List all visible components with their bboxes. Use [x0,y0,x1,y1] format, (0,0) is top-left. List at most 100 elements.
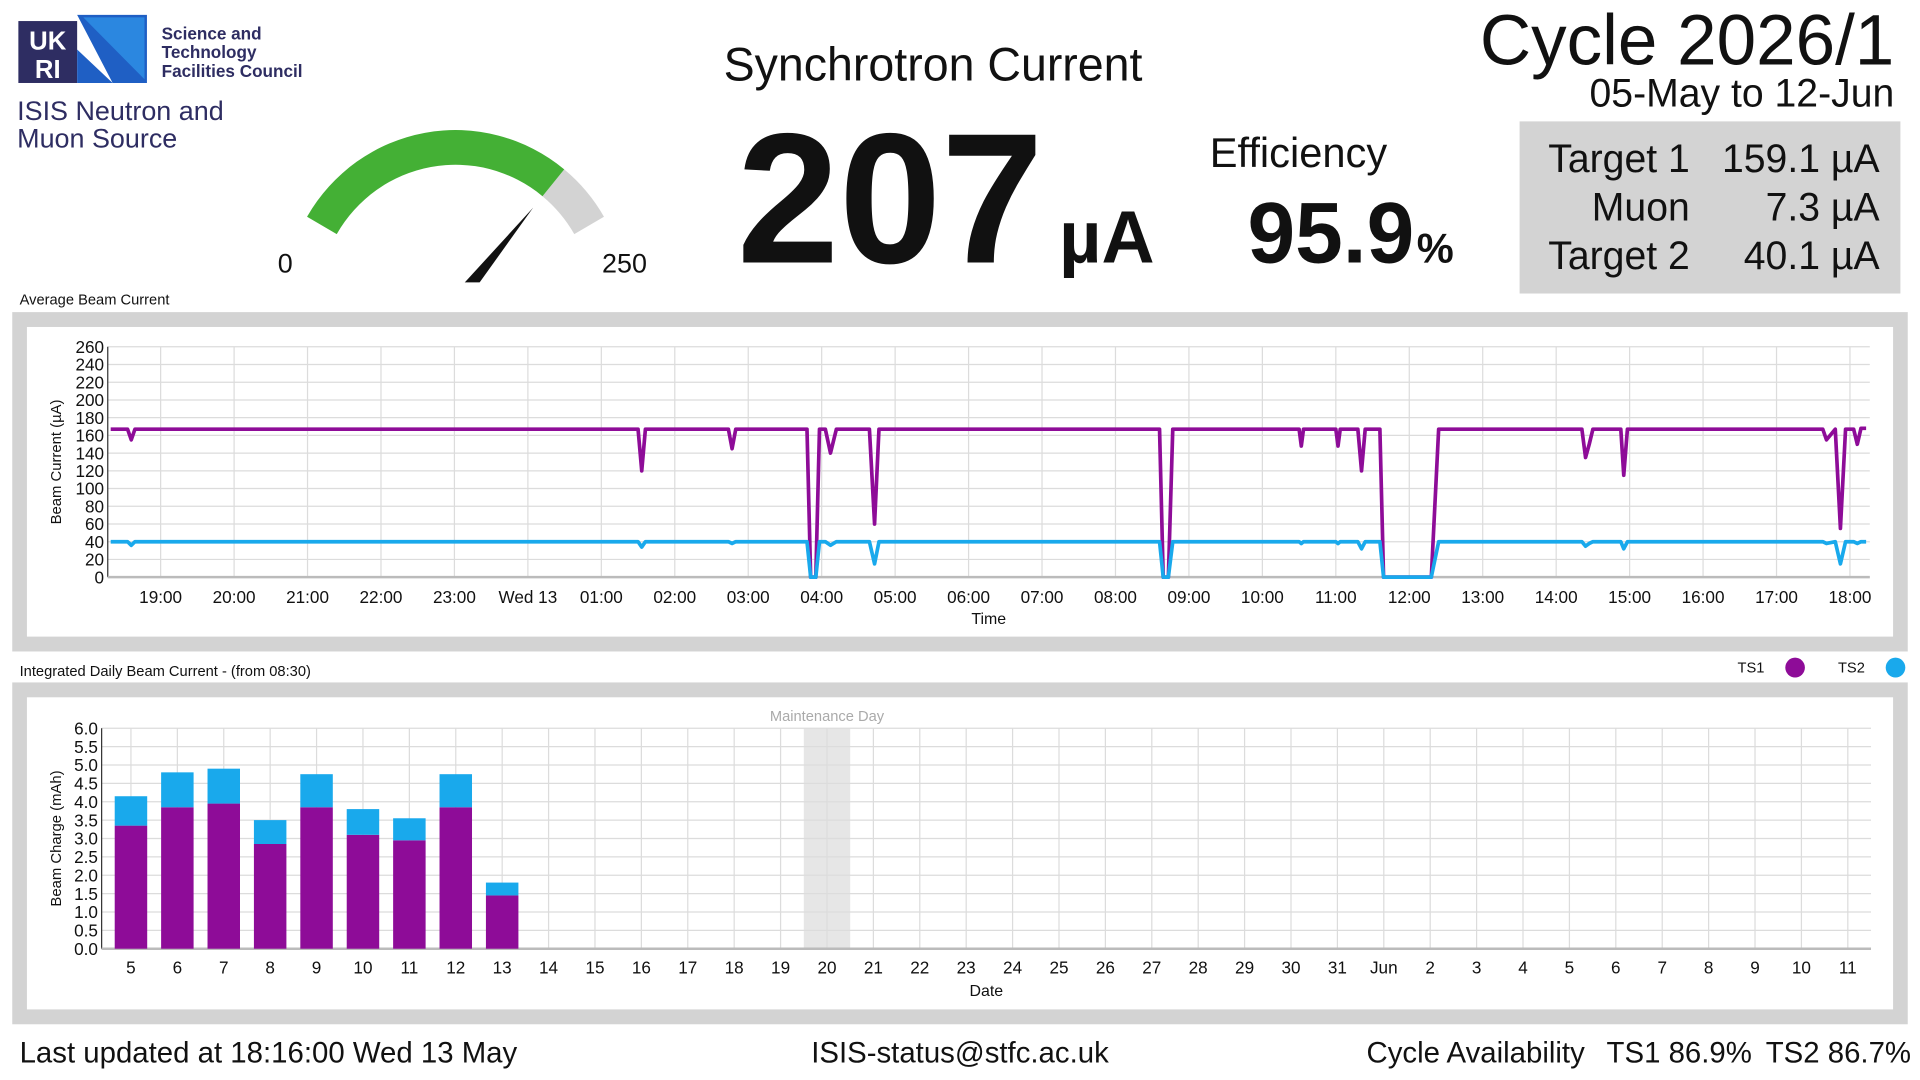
x-tick-label: 18:00 [1829,587,1872,607]
x-tick-label: 7 [219,957,229,977]
x-tick-label: 18 [725,957,744,977]
x-axis-label: Date [970,983,1004,1000]
x-tick-label: 6 [173,957,183,977]
current-title: Synchrotron Current [724,38,1143,90]
cycle-title: Cycle 2026/1 [1480,0,1894,80]
x-tick-label: 16:00 [1682,587,1725,607]
y-tick-label: 60 [85,514,104,534]
y-tick-label: 0 [95,567,105,587]
bar-segment [253,820,287,844]
bar-segment [161,772,194,808]
x-tick-label: 10 [353,957,372,977]
x-tick-label: 04:00 [800,587,843,607]
targets: Target 1 159.1 µA Muon 7.3 µA Target 2 40.1 µ… [1548,137,1880,278]
current-unit: µA [1059,195,1154,278]
y-tick-label: 100 [75,479,104,499]
y-tick-label: 240 [75,355,104,375]
bar-segment [207,803,240,949]
x-tick-label: 21 [864,957,883,977]
x-tick-label: 12 [446,957,465,977]
bar-segment [300,807,333,949]
y-tick-label: 5.0 [74,755,98,775]
x-tick-label: 13:00 [1461,587,1504,607]
gauge-min: 0 [278,247,293,278]
x-tick-label: 3 [1472,957,1482,977]
x-tick-label: 8 [1704,957,1714,977]
annotation-text: Maintenance Day [770,709,885,725]
footer-updated: Last updated at 18:16:00 Wed 13 May [20,1037,518,1070]
logo-text: UK [29,27,66,55]
current-value: 207 [737,96,1043,303]
y-tick-label: 220 [75,372,104,392]
footer-ts2: TS2 86.7% [1766,1037,1911,1070]
bar-segment [485,882,519,896]
bar-segment [485,895,519,949]
chart-title: Integrated Daily Beam Current - (from 08… [20,664,311,680]
line-series [110,426,1867,580]
council-text: Science and [162,24,262,44]
x-tick-label: 06:00 [947,587,990,607]
efficiency-unit: % [1417,224,1454,271]
x-tick-label: 22 [910,957,929,977]
x-tick-label: 17 [678,957,697,977]
x-tick-label: 19:00 [139,587,182,607]
x-tick-label: 15 [585,957,604,977]
x-tick-label: 05:00 [874,587,917,607]
logo-text: RI [35,56,61,84]
bar-segment [161,807,194,949]
y-tick-label: 80 [85,496,104,516]
x-tick-label: 01:00 [580,587,623,607]
x-tick-label: 20 [817,957,836,977]
x-tick-label: 10 [1792,957,1811,977]
x-tick-label: Jun [1370,957,1398,977]
x-tick-label: 14 [539,957,558,977]
x-tick-label: 2 [1425,957,1435,977]
x-tick-label: 27 [1142,957,1161,977]
x-tick-label: 5 [1565,957,1575,977]
council-text: Facilities Council [162,61,303,81]
footer-ts1: TS1 86.9% [1607,1037,1752,1070]
bar-segment [393,840,426,949]
y-tick-label: 6.0 [74,718,98,738]
x-tick-label: 4 [1518,957,1528,977]
y-axis-label: Beam Charge (mAh) [49,770,65,906]
gauge-max: 250 [602,247,647,278]
bar-segment [439,807,473,949]
gauge-fill [307,130,565,235]
target-name: Target 2 [1548,234,1690,278]
y-tick-label: 3.5 [74,810,98,830]
x-axis-label: Time [971,611,1006,628]
y-tick-label: 160 [75,425,104,445]
y-tick-label: 260 [75,337,104,357]
x-tick-label: 23:00 [433,587,476,607]
facility-text: ISIS Neutron and [17,95,224,126]
y-tick-label: 200 [75,390,104,410]
targets-box [1519,121,1901,294]
x-tick-label: 08:00 [1094,587,1137,607]
efficiency-label: Efficiency [1210,129,1387,176]
x-tick-label: 20:00 [213,587,256,607]
facility-text: Muon Source [17,122,177,153]
x-tick-label: 17:00 [1755,587,1798,607]
efficiency-value: 95.9 [1247,185,1414,282]
x-tick-label: 24 [1003,957,1022,977]
x-tick-label: 7 [1657,957,1667,977]
x-tick-label: 30 [1281,957,1300,977]
x-tick-label: 28 [1189,957,1208,977]
council-text: Technology [162,42,257,62]
y-tick-label: 40 [85,532,104,552]
x-tick-label: 11:00 [1315,587,1357,607]
panel-inner [26,326,1894,637]
y-tick-label: 4.5 [74,773,98,793]
bar-segment [300,774,333,808]
y-tick-label: 2.0 [74,865,98,885]
y-tick-label: 1.5 [74,884,98,904]
y-tick-label: 20 [85,550,104,570]
gauge-track [542,169,604,235]
y-tick-label: 0.0 [74,939,98,959]
legend-swatch [1885,657,1906,678]
bar-segment [114,796,148,826]
x-tick-label: 07:00 [1021,587,1064,607]
